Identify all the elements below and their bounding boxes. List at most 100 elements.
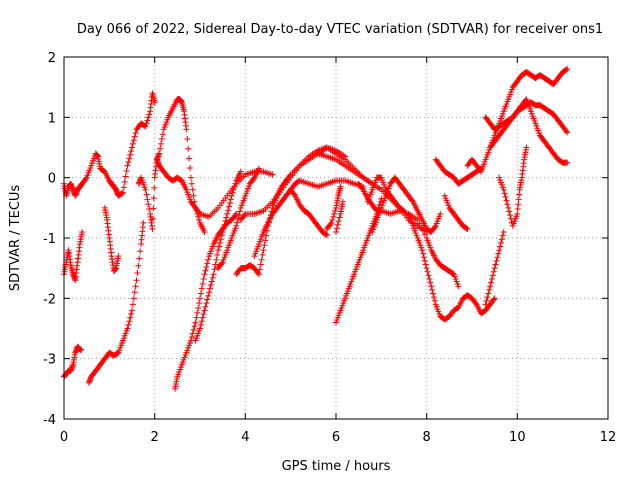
series-arc-28 (487, 96, 571, 166)
data-point-marker (119, 189, 126, 196)
x-tick-label: 0 (60, 430, 68, 445)
data-point-marker (494, 254, 501, 261)
series-arc-25 (482, 228, 507, 308)
y-tick-label: 2 (48, 51, 56, 66)
data-point-marker (229, 189, 236, 196)
data-point-marker (332, 207, 339, 214)
data-point-marker (256, 266, 263, 273)
data-series (61, 66, 571, 392)
data-point-marker (377, 198, 384, 205)
data-point-marker (206, 289, 213, 296)
data-point-marker (189, 330, 196, 337)
data-point-marker (158, 136, 165, 143)
data-point-marker (132, 130, 139, 137)
data-point-marker (198, 318, 205, 325)
data-point-marker (137, 248, 144, 255)
data-point-marker (125, 158, 132, 165)
data-point-marker (130, 137, 137, 144)
data-point-marker (226, 200, 233, 207)
data-point-marker (424, 268, 431, 275)
data-point-marker (185, 145, 192, 152)
data-point-marker (123, 168, 130, 175)
y-tick-label: -2 (43, 292, 56, 307)
data-point-marker (122, 173, 129, 180)
data-point-marker (497, 243, 504, 250)
y-tick-labels: -4 -3 -2 -1 0 1 2 (43, 51, 56, 428)
data-point-marker (359, 185, 366, 192)
data-point-marker (269, 171, 276, 178)
data-point-marker (261, 242, 268, 249)
data-point-marker (499, 232, 506, 239)
series-arc-10 (215, 165, 262, 272)
data-point-marker (115, 253, 122, 260)
data-point-marker (224, 210, 231, 217)
data-point-marker (492, 261, 499, 268)
x-tick-labels: 0 2 4 6 8 10 12 (60, 430, 616, 445)
series-arc-9 (192, 168, 244, 344)
data-point-marker (335, 218, 342, 225)
data-point-marker (255, 271, 262, 278)
data-point-marker (564, 129, 571, 136)
data-point-marker (129, 140, 136, 147)
data-point-marker (420, 227, 427, 234)
series-arc-12 (237, 150, 376, 223)
series-arc-29 (496, 144, 530, 229)
data-point-marker (507, 212, 514, 219)
series-arc-13 (251, 177, 367, 260)
data-point-marker (257, 261, 264, 268)
data-point-marker (82, 175, 89, 182)
data-point-marker (158, 140, 165, 147)
data-point-marker (126, 318, 133, 325)
x-tick-label: 10 (509, 430, 526, 445)
data-point-marker (323, 231, 330, 238)
grid (64, 57, 608, 419)
x-tick-label: 2 (151, 430, 159, 445)
data-point-marker (217, 236, 224, 243)
data-point-marker (210, 271, 217, 278)
data-point-marker (376, 201, 383, 208)
data-point-marker (197, 321, 204, 328)
data-point-marker (235, 212, 242, 219)
data-point-marker (197, 325, 203, 332)
series-arc-23 (432, 156, 485, 187)
data-point-marker (420, 250, 427, 257)
data-point-marker (564, 159, 571, 166)
data-point-marker (233, 222, 240, 229)
data-point-marker (128, 311, 135, 318)
data-point-marker (234, 219, 241, 226)
data-point-marker (485, 290, 492, 297)
data-point-marker (489, 272, 496, 279)
data-point-marker (233, 210, 240, 217)
data-point-marker (230, 186, 237, 193)
data-point-marker (228, 192, 235, 199)
data-point-marker (418, 224, 425, 231)
data-point-marker (204, 296, 211, 303)
data-point-marker (78, 346, 85, 353)
data-point-marker (149, 225, 156, 232)
data-point-marker (336, 214, 343, 221)
data-point-marker (339, 198, 346, 205)
data-point-marker (263, 232, 270, 239)
data-point-marker (464, 225, 471, 232)
x-tick-label: 4 (241, 430, 249, 445)
data-point-marker (259, 251, 266, 258)
data-point-marker (131, 133, 138, 140)
data-point-marker (564, 66, 571, 73)
data-point-marker (449, 270, 456, 277)
data-point-marker (262, 237, 269, 244)
series-arc-1 (61, 90, 158, 199)
data-point-marker (197, 290, 204, 297)
data-point-marker (127, 314, 134, 321)
data-point-marker (505, 204, 512, 211)
data-point-marker (204, 260, 211, 267)
series-arc-26 (464, 66, 571, 175)
data-point-marker (329, 216, 336, 223)
data-point-marker (504, 201, 511, 208)
data-point-marker (136, 255, 143, 262)
data-point-marker (189, 186, 196, 193)
data-point-marker (500, 186, 507, 193)
data-point-marker (498, 239, 505, 246)
series-arc-5 (85, 219, 147, 386)
x-tick-label: 6 (332, 430, 340, 445)
data-point-marker (142, 123, 149, 130)
